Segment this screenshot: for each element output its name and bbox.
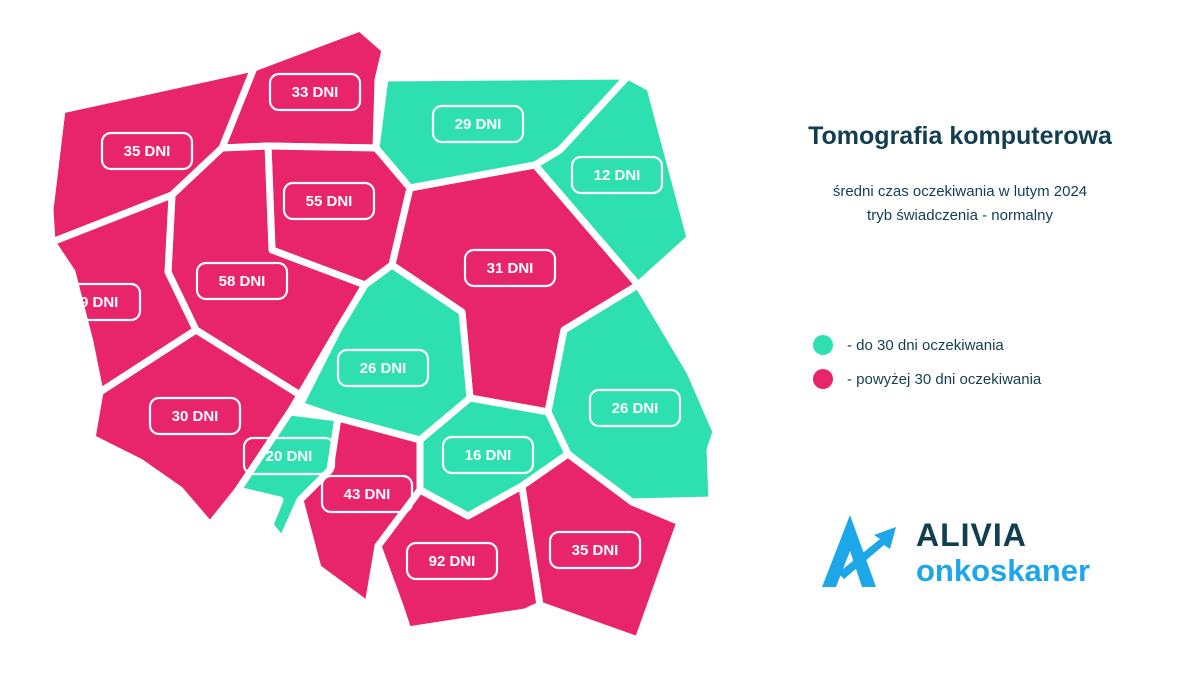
region-label-malopolskie: 92 DNI: [405, 541, 499, 581]
svg-text:33 DNI: 33 DNI: [292, 84, 339, 101]
legend: - do 30 dni oczekiwania - powyżej 30 dni…: [813, 328, 1041, 396]
region-label-zachodniopomorskie: 35 DNI: [100, 131, 194, 171]
alivia-logo-icon: [822, 515, 896, 587]
subtitle: średni czas oczekiwania w lutym 2024 try…: [720, 180, 1200, 228]
svg-text:92 DNI: 92 DNI: [429, 553, 476, 570]
region-podkarpackie[interactable]: [518, 450, 684, 644]
region-label-pomorskie: 33 DNI: [268, 72, 362, 112]
legend-dot-green: [813, 335, 833, 355]
svg-text:26 DNI: 26 DNI: [360, 360, 407, 377]
region-label-mazowieckie: 31 DNI: [463, 248, 557, 288]
legend-label-green: - do 30 dni oczekiwania: [847, 336, 1004, 354]
legend-dot-red: [813, 369, 833, 389]
region-label-lodzkie: 26 DNI: [336, 348, 430, 388]
page-title: Tomografia komputerowa: [808, 122, 1112, 150]
svg-text:55 DNI: 55 DNI: [306, 193, 353, 210]
region-malopolskie[interactable]: [374, 482, 544, 634]
svg-text:12 DNI: 12 DNI: [594, 167, 641, 184]
svg-text:29 DNI: 29 DNI: [455, 116, 502, 133]
logo-brand-name: ALIVIA: [916, 517, 1027, 553]
region-label-dolnoslaskie: 30 DNI: [148, 396, 242, 436]
svg-text:58 DNI: 58 DNI: [219, 273, 266, 290]
legend-item-green: - do 30 dni oczekiwania: [813, 328, 1041, 362]
region-dolnoslaskie[interactable]: [88, 326, 304, 529]
svg-text:26 DNI: 26 DNI: [612, 400, 659, 417]
legend-item-red: - powyżej 30 dni oczekiwania: [813, 362, 1041, 396]
region-label-podlaskie: 12 DNI: [570, 155, 664, 195]
logo-product-name: onkoskaner: [916, 553, 1091, 588]
region-label-warminsko-mazurskie: 29 DNI: [431, 104, 525, 144]
svg-text:20 DNI: 20 DNI: [266, 448, 313, 465]
svg-text:30 DNI: 30 DNI: [172, 408, 219, 425]
region-label-lubuskie: 49 DNI: [48, 282, 142, 322]
svg-text:31 DNI: 31 DNI: [487, 260, 534, 277]
svg-text:35 DNI: 35 DNI: [124, 143, 171, 160]
svg-text:35 DNI: 35 DNI: [572, 542, 619, 559]
svg-text:16 DNI: 16 DNI: [465, 447, 512, 464]
svg-text:49 DNI: 49 DNI: [72, 294, 119, 311]
region-label-wielkopolskie: 58 DNI: [195, 261, 289, 301]
svg-text:43 DNI: 43 DNI: [344, 486, 391, 503]
subtitle-line-2: tryb świadczenia - normalny: [867, 207, 1053, 224]
alivia-logo: ALIVIA onkoskaner: [818, 515, 1118, 595]
region-label-opolskie: 20 DNI: [242, 436, 336, 476]
legend-label-red: - powyżej 30 dni oczekiwania: [847, 370, 1042, 388]
subtitle-line-1: średni czas oczekiwania w lutym 2024: [832, 183, 1088, 200]
region-label-podkarpackie: 35 DNI: [548, 530, 642, 570]
region-label-kujawsko-pomorskie: 55 DNI: [282, 181, 376, 221]
region-label-swietokrzyskie: 16 DNI: [441, 435, 535, 475]
region-label-slaskie: 43 DNI: [320, 474, 414, 514]
poland-map: 35 DNI 33 DNI 29 DNI 12 DNI 55 DNI 31 DN…: [48, 28, 716, 644]
region-label-lubelskie: 26 DNI: [588, 388, 682, 428]
